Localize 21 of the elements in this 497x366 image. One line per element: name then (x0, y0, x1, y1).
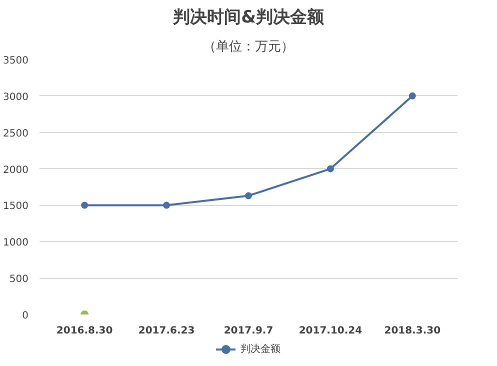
legend-label: 判决金额 (240, 342, 280, 356)
point (81, 202, 88, 209)
chart-title: 判决时间&判决金额 (172, 8, 325, 28)
y-tick-label: 500 (9, 274, 29, 286)
point (408, 92, 416, 100)
x-tick-label: 2018.3.30 (384, 326, 441, 336)
x-tick-label: 2017.9.7 (224, 326, 274, 336)
chart-subtitle: （单位：万元） (203, 40, 294, 54)
y-tick-label: 2000 (3, 164, 29, 176)
x-tick-label: 2016.8.30 (56, 326, 113, 336)
point (245, 192, 252, 200)
y-tick-label: 3000 (3, 92, 29, 103)
y-tick-label: 3500 (3, 56, 29, 66)
x-tick-label: 2017.10.24 (298, 326, 362, 336)
y-tick-label: 0 (22, 310, 29, 322)
point (326, 165, 334, 172)
point (163, 202, 170, 209)
y-tick-label: 2500 (3, 128, 29, 140)
x-tick-label: 2017.6.23 (138, 326, 195, 336)
y-tick-label: 1500 (3, 201, 29, 212)
y-tick-label: 1000 (3, 238, 29, 249)
